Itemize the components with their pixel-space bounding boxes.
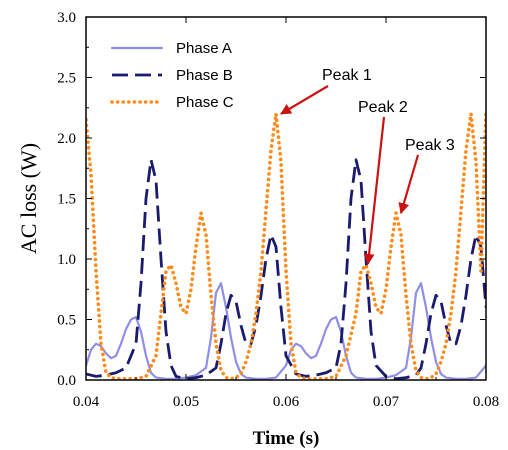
x-tick-label: 0.07 [373, 394, 400, 410]
series-layer [86, 109, 486, 380]
series-line-phase-c [86, 109, 486, 380]
y-tick-label: 0.0 [57, 373, 76, 389]
y-tick-label: 1.0 [57, 252, 76, 268]
annotation-arrow [363, 116, 386, 265]
y-tick-label: 2.5 [57, 71, 76, 87]
annotation-arrow [398, 154, 420, 215]
y-tick-label: 1.5 [57, 192, 76, 208]
axes-layer: 0.0 0.5 1.0 1.5 2.0 2.5 3.0 0.04 0.05 0.06 0.07 0.0… [57, 10, 499, 410]
legend: Phase A Phase B Phase C [110, 40, 234, 111]
x-tick-label: 0.04 [73, 394, 100, 410]
annotation-label: Peak 1 [322, 67, 372, 84]
x-tick-label: 0.05 [173, 394, 199, 410]
legend-entry-label: Phase B [176, 67, 233, 84]
y-tick-label: 3.0 [57, 10, 76, 26]
y-tick-label: 2.0 [57, 131, 76, 147]
legend-entry-label: Phase A [176, 40, 232, 57]
annotation-arrow [280, 85, 329, 115]
y-axis-label: AC loss (W) [16, 143, 41, 254]
y-tick-label: 0.5 [57, 313, 76, 329]
series-line-phase-b [86, 158, 486, 380]
annotations: Peak 1 Peak 2 Peak 3 [280, 67, 455, 265]
x-tick-label: 0.08 [473, 394, 499, 410]
x-tick-label: 0.06 [273, 394, 300, 410]
legend-entry-label: Phase C [176, 94, 234, 111]
x-axis-label: Time (s) [253, 428, 320, 449]
annotation-label: Peak 2 [358, 99, 408, 116]
annotation-label: Peak 3 [405, 137, 455, 154]
series-line-phase-a [86, 282, 486, 380]
